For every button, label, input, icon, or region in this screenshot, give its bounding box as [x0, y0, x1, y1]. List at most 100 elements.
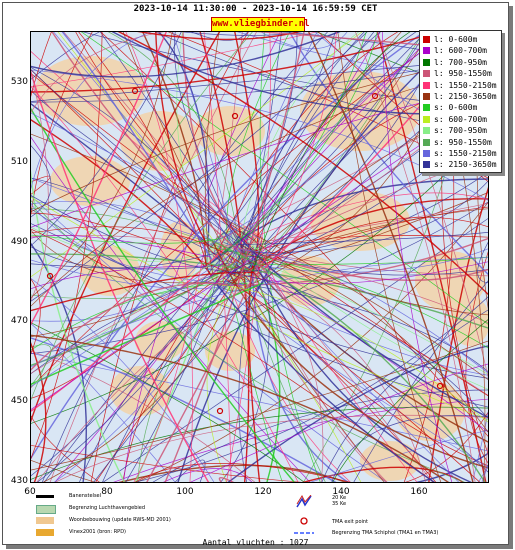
flight-track [30, 207, 489, 408]
flight-track [376, 31, 487, 483]
period-title: 2023-10-14 11:30:00 - 2023-10-14 16:59:5… [133, 4, 378, 14]
flight-track [230, 31, 298, 261]
flight-track [226, 345, 489, 483]
legend-item: s: 2150-3650m [423, 159, 497, 170]
flight-track [227, 179, 489, 253]
flight-track [241, 252, 489, 434]
x-tick-label: 60 [24, 487, 36, 497]
flight-track [30, 64, 49, 303]
map-border [30, 31, 489, 483]
flight-track [30, 340, 489, 471]
flight-track [321, 309, 489, 483]
flight-track [30, 265, 229, 290]
flight-track [30, 336, 339, 483]
flight-track [30, 202, 244, 286]
flight-track [30, 247, 255, 477]
legend-item: s: 950-1550m [423, 137, 492, 148]
flight-track [237, 235, 489, 419]
flight-track [471, 406, 489, 483]
x-tick-label: 120 [254, 487, 272, 497]
flight-track [188, 363, 489, 483]
flight-track [155, 31, 208, 244]
exit-point-markers [46, 87, 444, 415]
legend-label: l: 950-1550m [434, 69, 492, 79]
legend-item: s: 600-700m [423, 114, 487, 125]
flight-track [41, 31, 329, 483]
legend-swatch [423, 104, 430, 112]
y-tick-label: 450 [10, 396, 28, 406]
x-tick-label: 100 [176, 487, 194, 497]
legend-item: l: 1550-2150m [423, 80, 497, 91]
flight-track [30, 234, 224, 244]
flight-track [238, 243, 489, 316]
legend-item: l: 600-700m [423, 45, 487, 56]
flight-track [132, 245, 206, 483]
flight-track [30, 31, 168, 328]
flight-track [253, 265, 489, 434]
flight-track [30, 262, 214, 389]
legend-label: s: 700-950m [434, 126, 487, 136]
exit-point-marker [46, 272, 54, 280]
legend-label: l: 0-600m [434, 35, 478, 44]
flight-track [331, 415, 489, 483]
flight-track [220, 251, 388, 483]
flight-track [240, 249, 489, 375]
noise-contour-icon [296, 495, 312, 508]
exit-point-label: TMA exit point [332, 519, 369, 525]
flight-track [150, 389, 489, 483]
flight-track [228, 283, 284, 483]
legend-swatch [423, 81, 430, 89]
flight-track [30, 31, 103, 81]
flight-track [79, 31, 489, 326]
legend-label: l: 600-700m [434, 46, 487, 56]
tma-boundary-label: Begrenzing TMA Schiphol (TMA1 en TMA3) [332, 530, 439, 536]
flight-track [30, 130, 489, 425]
flight-track [164, 31, 305, 483]
exit-point-marker [371, 92, 379, 100]
urban-area [310, 191, 410, 251]
flight-tracks [30, 31, 489, 483]
flight-track [177, 31, 465, 483]
flight-track [210, 31, 336, 248]
airport-swatch [36, 505, 56, 514]
urban-area [135, 321, 185, 361]
flight-track [52, 31, 461, 483]
legend-label: l: 1550-2150m [434, 80, 497, 90]
y-tick-label: 530 [10, 77, 28, 87]
flight-track [30, 245, 218, 269]
flight-track [247, 242, 475, 483]
legend-label: s: 950-1550m [434, 137, 492, 147]
flight-track [288, 31, 489, 277]
legend-item: l: 2150-3650m [423, 91, 497, 102]
flight-track [30, 72, 489, 397]
flight-track [30, 31, 154, 194]
flight-track [237, 231, 489, 245]
exit-point-marker [231, 112, 239, 120]
flight-track [30, 194, 261, 273]
legend-label: s: 600-700m [434, 114, 487, 124]
site-badge[interactable]: www.vliegbinder.nl [211, 17, 310, 32]
legend-item: s: 0-600m [423, 102, 477, 113]
legend-swatch [423, 161, 430, 169]
flight-track [30, 234, 212, 258]
figure-frame: 2023-10-14 11:30:00 - 2023-10-14 16:59:5… [2, 2, 509, 547]
legend-swatch [423, 93, 430, 100]
flight-track [30, 282, 229, 372]
exit-point-marker [216, 407, 224, 415]
legend-item: s: 700-950m [423, 125, 487, 136]
flight-track [222, 284, 489, 424]
legend-swatch [423, 70, 430, 78]
flight-track [376, 31, 489, 383]
flight-track [30, 271, 255, 312]
flight-track [205, 31, 437, 283]
flight-track [53, 414, 489, 483]
flight-track [218, 251, 352, 483]
flight-track [307, 429, 489, 483]
flight-track [145, 258, 262, 483]
flight-track [30, 31, 94, 224]
flight-track [122, 253, 242, 483]
flight-track [218, 476, 237, 483]
flight-track [30, 31, 344, 78]
exit-point-marker [131, 87, 139, 95]
flight-track [30, 226, 262, 280]
